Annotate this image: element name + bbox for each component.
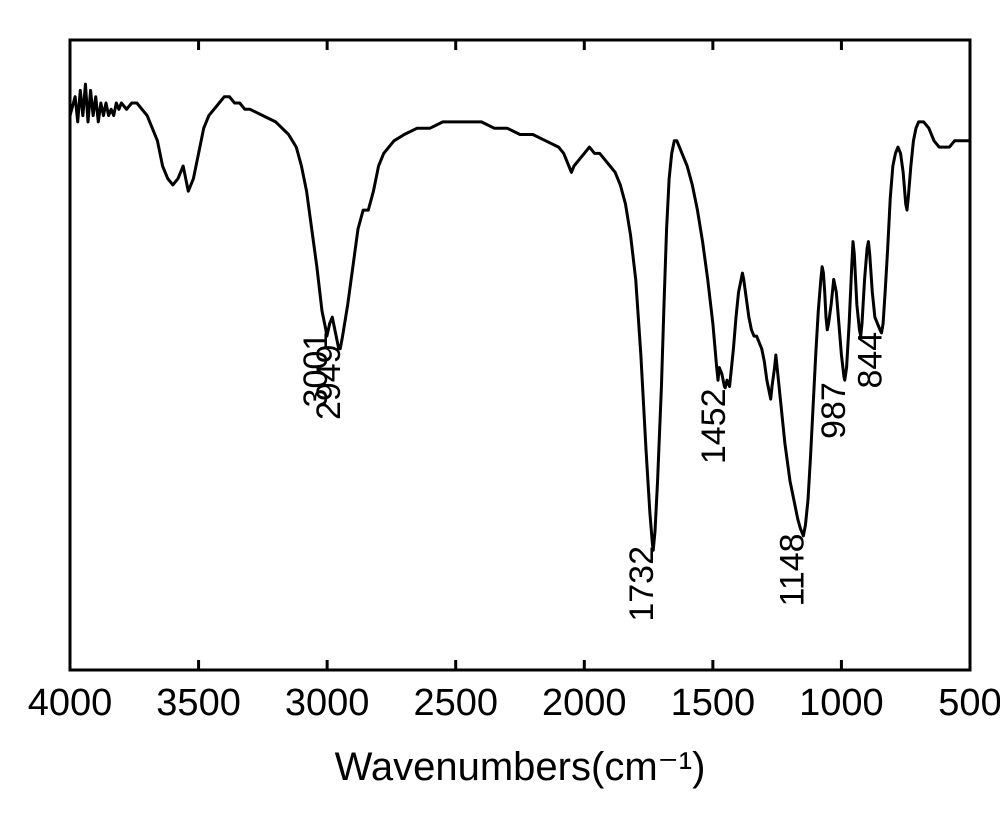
peak-label-1732: 1732 (623, 546, 661, 622)
x-tick-label: 3500 (156, 682, 241, 724)
x-tick-label: 2500 (413, 682, 498, 724)
x-tick-label: 2000 (542, 682, 627, 724)
peak-label-1452: 1452 (695, 389, 733, 465)
peak-label-2949: 2949 (310, 344, 348, 420)
chart-svg: 4000350030002500200015001000500300129491… (0, 0, 1000, 836)
x-tick-label: 1000 (799, 682, 884, 724)
x-tick-label: 500 (938, 682, 1000, 724)
x-axis-label: Wavenumbers(cm⁻¹) (335, 745, 706, 789)
peak-label-987: 987 (815, 382, 853, 439)
ir-spectrum-chart: 4000350030002500200015001000500300129491… (0, 0, 1000, 836)
x-tick-label: 4000 (28, 682, 113, 724)
x-tick-label: 3000 (285, 682, 370, 724)
peak-label-844: 844 (852, 332, 890, 389)
peak-label-1148: 1148 (773, 533, 811, 606)
x-tick-label: 1500 (671, 682, 756, 724)
